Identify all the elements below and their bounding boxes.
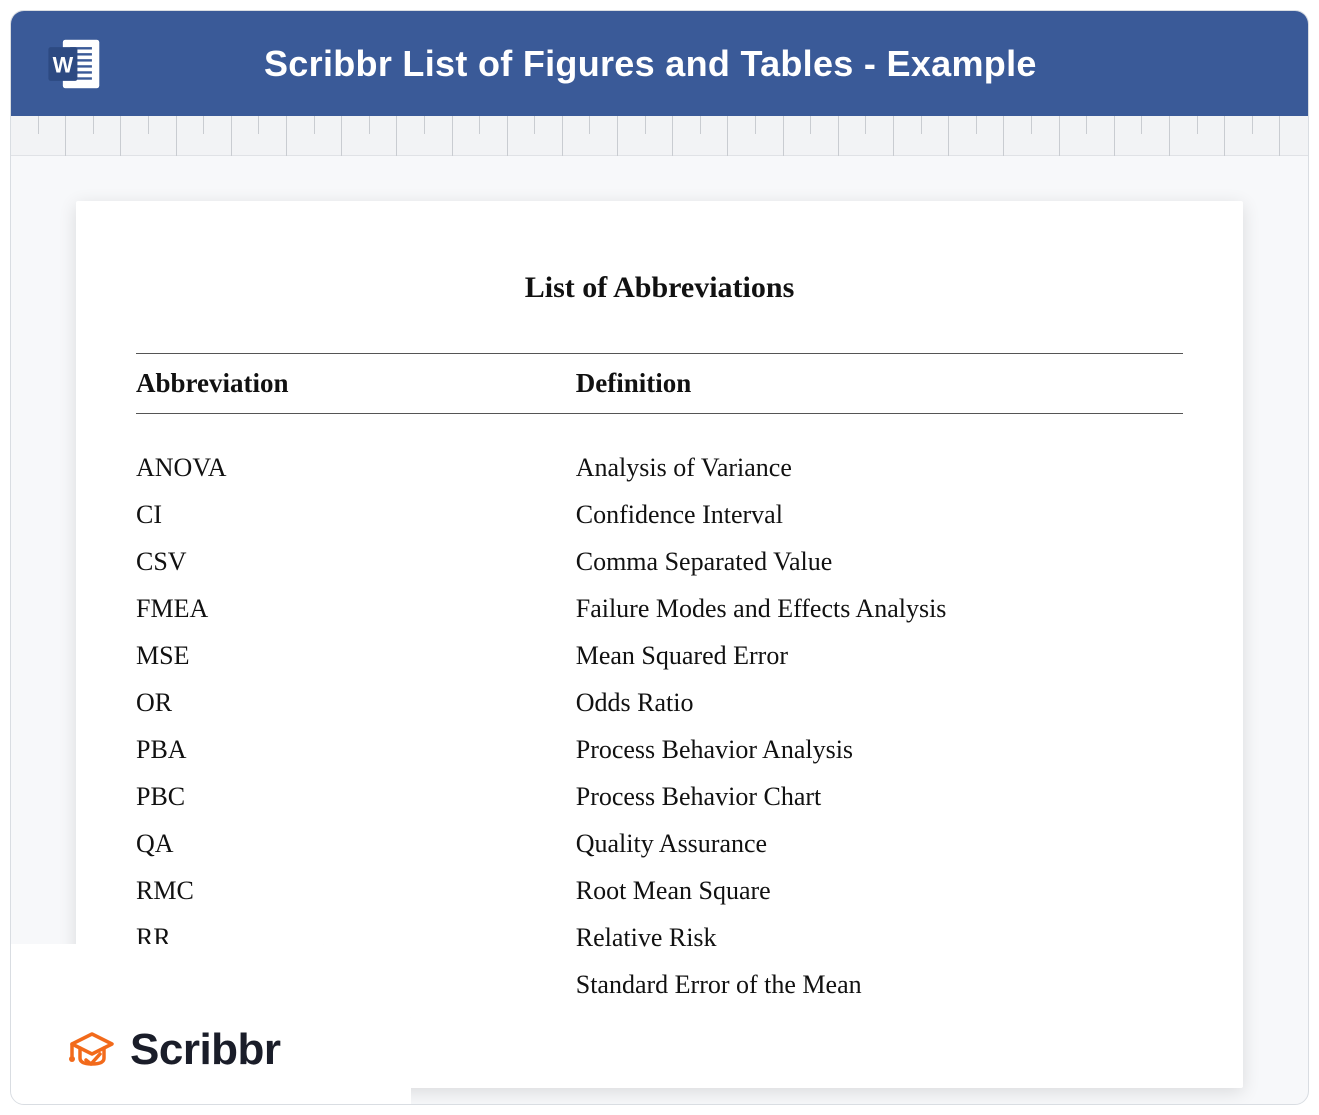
ruler-tick — [590, 116, 618, 155]
ruler-tick — [1004, 116, 1032, 155]
document-title: List of Abbreviations — [136, 271, 1183, 305]
abbreviation-cell: ANOVA — [136, 448, 576, 487]
table-row: FMEAFailure Modes and Effects Analysis — [136, 585, 1183, 632]
abbreviation-cell: PBA — [136, 730, 576, 769]
ruler-tick — [397, 116, 425, 155]
column-header-abbreviation: Abbreviation — [136, 368, 576, 399]
ruler-tick — [259, 116, 287, 155]
table-row: QAQuality Assurance — [136, 820, 1183, 867]
abbreviation-cell: QA — [136, 824, 576, 863]
table-row: CIConfidence Interval — [136, 491, 1183, 538]
definition-cell: Analysis of Variance — [576, 448, 1183, 487]
ruler-tick — [949, 116, 977, 155]
ruler-tick — [39, 116, 67, 155]
definition-cell: Failure Modes and Effects Analysis — [576, 589, 1183, 628]
abbreviation-cell: FMEA — [136, 589, 576, 628]
abbreviation-cell: CI — [136, 495, 576, 534]
ruler-tick — [1032, 116, 1060, 155]
ruler-tick — [1115, 116, 1143, 155]
ruler-tick — [94, 116, 122, 155]
definition-cell: Standard Error of the Mean — [576, 965, 1183, 1004]
ruler-tick — [370, 116, 398, 155]
abbreviation-cell: MSE — [136, 636, 576, 675]
word-icon: W — [46, 35, 104, 93]
scribbr-logo: Scribbr — [66, 1024, 281, 1076]
table-row: CSVComma Separated Value — [136, 538, 1183, 585]
header-title: Scribbr List of Figures and Tables - Exa… — [264, 43, 1037, 85]
ruler-tick — [508, 116, 536, 155]
ruler-tick — [784, 116, 812, 155]
scribbr-cap-icon — [66, 1024, 118, 1076]
definition-cell: Process Behavior Chart — [576, 777, 1183, 816]
definition-cell: Comma Separated Value — [576, 542, 1183, 581]
definition-cell: Odds Ratio — [576, 683, 1183, 722]
ruler — [11, 116, 1308, 156]
ruler-tick — [121, 116, 149, 155]
ruler-tick — [1170, 116, 1198, 155]
ruler-tick — [1142, 116, 1170, 155]
ruler-tick — [618, 116, 646, 155]
ruler-tick — [866, 116, 894, 155]
ruler-tick — [756, 116, 784, 155]
ruler-tick — [453, 116, 481, 155]
ruler-tick — [342, 116, 370, 155]
abbreviation-cell: PBC — [136, 777, 576, 816]
ruler-tick — [811, 116, 839, 155]
ruler-tick — [177, 116, 205, 155]
ruler-tick — [1060, 116, 1088, 155]
ruler-tick — [425, 116, 453, 155]
table-row: RMCRoot Mean Square — [136, 867, 1183, 914]
ruler-tick — [1087, 116, 1115, 155]
ruler-tick — [1253, 116, 1281, 155]
header-bar: W Scribbr List of Figures and Tables - E… — [11, 11, 1308, 116]
ruler-tick — [1198, 116, 1226, 155]
ruler-tick — [315, 116, 343, 155]
scribbr-logo-text: Scribbr — [130, 1025, 281, 1075]
table-body: ANOVAAnalysis of VarianceCIConfidence In… — [136, 414, 1183, 1008]
ruler-tick — [480, 116, 508, 155]
ruler-tick — [701, 116, 729, 155]
definition-cell: Quality Assurance — [576, 824, 1183, 863]
ruler-tick — [11, 116, 39, 155]
table-row: ANOVAAnalysis of Variance — [136, 444, 1183, 491]
table-row: OROdds Ratio — [136, 679, 1183, 726]
ruler-tick — [839, 116, 867, 155]
ruler-tick — [287, 116, 315, 155]
abbreviations-table: Abbreviation Definition ANOVAAnalysis of… — [136, 353, 1183, 1008]
ruler-tick — [204, 116, 232, 155]
definition-cell: Root Mean Square — [576, 871, 1183, 910]
ruler-tick — [535, 116, 563, 155]
ruler-tick — [1225, 116, 1253, 155]
definition-cell: Confidence Interval — [576, 495, 1183, 534]
table-row: MSEMean Squared Error — [136, 632, 1183, 679]
ruler-tick — [922, 116, 950, 155]
ruler-tick — [673, 116, 701, 155]
ruler-tick — [728, 116, 756, 155]
app-frame: W Scribbr List of Figures and Tables - E… — [10, 10, 1309, 1105]
abbreviation-cell: OR — [136, 683, 576, 722]
definition-cell: Relative Risk — [576, 918, 1183, 957]
ruler-tick — [563, 116, 591, 155]
ruler-tick — [977, 116, 1005, 155]
table-row: PBCProcess Behavior Chart — [136, 773, 1183, 820]
ruler-tick — [232, 116, 260, 155]
ruler-tick — [894, 116, 922, 155]
table-row: PBAProcess Behavior Analysis — [136, 726, 1183, 773]
ruler-tick — [646, 116, 674, 155]
logo-flap: Scribbr — [11, 944, 411, 1104]
svg-text:W: W — [53, 52, 74, 77]
column-header-definition: Definition — [576, 368, 1183, 399]
ruler-tick — [66, 116, 94, 155]
ruler-tick — [1280, 116, 1308, 155]
abbreviation-cell: CSV — [136, 542, 576, 581]
table-header-row: Abbreviation Definition — [136, 353, 1183, 414]
definition-cell: Mean Squared Error — [576, 636, 1183, 675]
abbreviation-cell: RMC — [136, 871, 576, 910]
ruler-tick — [149, 116, 177, 155]
definition-cell: Process Behavior Analysis — [576, 730, 1183, 769]
